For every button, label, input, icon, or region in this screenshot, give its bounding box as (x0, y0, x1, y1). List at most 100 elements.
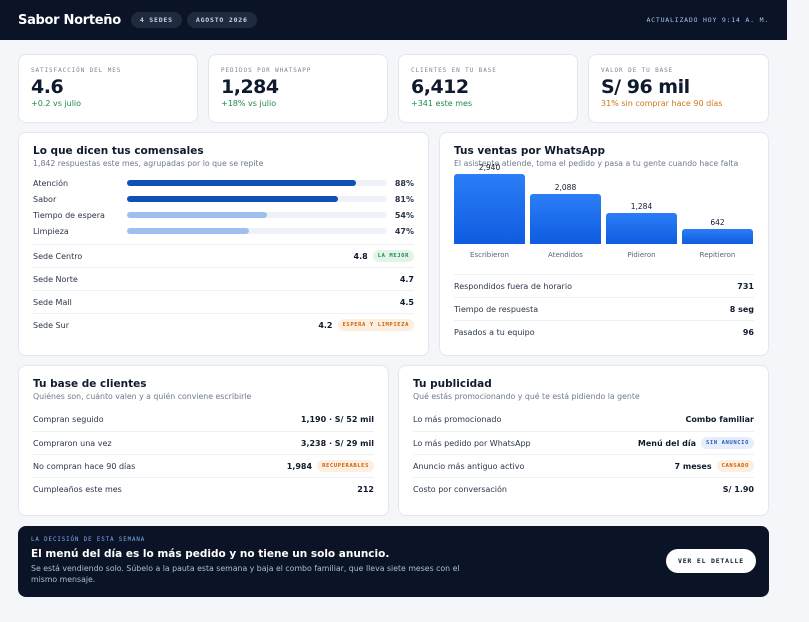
decision-banner: LA DECISIÓN DE ESTA SEMANA El menú del d… (18, 526, 769, 597)
kpi-delta: 31% sin comprar hace 90 días (601, 99, 723, 108)
kpi-card-satisfaccion: SATISFACCIÓN DEL MES 4.6 +0.2 vs julio (18, 54, 198, 123)
brand-name: Sabor Norteño (18, 12, 121, 28)
bar-track (127, 196, 387, 202)
bar-fill (127, 212, 268, 218)
card-subtitle: El asistente atiende, toma el pedido y p… (454, 159, 739, 168)
banner-headline: El menú del día es lo más pedido y no ti… (31, 548, 390, 560)
stat-label: Pasados a tu equipo (454, 327, 535, 337)
sede-score: 4.5 (399, 297, 414, 307)
sede-score: 4.2 (318, 320, 333, 330)
view-detail-button[interactable]: VER EL DETALLE (666, 549, 756, 573)
kpi-delta: +341 este mes (411, 99, 473, 108)
whatsapp-stats: Respondidos fuera de horario 731 Tiempo … (454, 274, 754, 343)
kpi-value: 6,412 (411, 76, 469, 98)
sede-list: Sede Centro 4.8 LA MEJOR Sede Norte 4.7 S… (33, 244, 414, 336)
ad-label: Lo más pedido por WhatsApp (413, 438, 531, 448)
ad-label: Lo más promocionado (413, 415, 502, 424)
stat-value: 96 (742, 327, 754, 337)
sede-row-sur[interactable]: Sede Sur 4.2 ESPERA Y LIMPIEZA (33, 313, 414, 336)
funnel-value-label: 642 (710, 217, 725, 227)
ad-row[interactable]: Lo más pedido por WhatsApp Menú del día S… (413, 431, 754, 454)
segment-row[interactable]: Compraron una vez 3,238 · S/ 29 mil (33, 431, 374, 454)
sede-row-centro[interactable]: Sede Centro 4.8 LA MEJOR (33, 244, 414, 267)
status-badge: SIN ANUNCIO (700, 437, 754, 449)
segment-label: No compran hace 90 días (33, 461, 136, 471)
status-badge: CANSADO (716, 460, 754, 472)
card-subtitle: 1,842 respuestas este mes, agrupadas por… (33, 159, 264, 168)
stat-value: 731 (737, 281, 754, 291)
sede-score: 4.7 (399, 274, 414, 284)
segment-label: Cumpleaños este mes (33, 484, 122, 494)
bar-percent: 81% (394, 194, 414, 204)
kpi-delta: +0.2 vs julio (31, 99, 82, 108)
stat-row: Pasados a tu equipo 96 (454, 320, 754, 343)
bar-label: Atención (33, 178, 69, 188)
feedback-bars: Atención 88% Sabor 81% Tiempo de espera … (33, 175, 414, 239)
funnel-category-label: Repitieron (699, 251, 736, 259)
stat-value: 8 seg (729, 304, 754, 314)
funnel-bar[interactable] (530, 194, 601, 244)
bar-percent: 47% (394, 226, 414, 236)
stat-row: Respondidos fuera de horario 731 (454, 274, 754, 297)
segment-value: 212 (357, 484, 374, 494)
segment-value: 1,190 · S/ 52 mil (300, 415, 374, 424)
status-badge: ESPERA Y LIMPIEZA (337, 319, 414, 331)
bar-label: Tiempo de espera (33, 210, 105, 220)
ad-row[interactable]: Anuncio más antiguo activo 7 meses CANSAD… (413, 454, 754, 477)
sede-row-norte[interactable]: Sede Norte 4.7 (33, 267, 414, 290)
kpi-value: 1,284 (221, 76, 279, 98)
feedback-bar-row: Sabor 81% (33, 191, 414, 207)
funnel-bar[interactable] (454, 174, 525, 244)
segment-label: Compran seguido (33, 415, 104, 424)
funnel-category-label: Atendidos (548, 251, 583, 259)
status-badge: LA MEJOR (372, 250, 414, 262)
period-pill[interactable]: AGOSTO 2026 (186, 12, 257, 28)
ad-value: Combo familiar (685, 415, 755, 424)
sede-row-mall[interactable]: Sede Mall 4.5 (33, 290, 414, 313)
banner-body: Se está vendiendo solo. Súbelo a la paut… (31, 564, 460, 584)
bar-fill (127, 228, 250, 234)
base-list: Compran seguido 1,190 · S/ 52 mil Compra… (33, 408, 374, 500)
comensales-card: Lo que dicen tus comensales 1,842 respue… (18, 132, 429, 356)
funnel-bar[interactable] (606, 213, 677, 244)
stat-label: Respondidos fuera de horario (454, 281, 572, 291)
card-title: Lo que dicen tus comensales (33, 145, 204, 157)
ad-value: S/ 1.90 (722, 484, 754, 494)
card-subtitle: Qué estás promocionando y qué te está pi… (413, 392, 640, 401)
ad-row[interactable]: Lo más promocionado Combo familiar (413, 408, 754, 431)
sede-name: Sede Centro (33, 251, 83, 261)
ad-value: Menú del día (637, 438, 696, 448)
ad-row[interactable]: Costo por conversación S/ 1.90 (413, 477, 754, 500)
ad-label: Costo por conversación (413, 484, 507, 494)
bar-percent: 54% (394, 210, 414, 220)
segment-value: 3,238 · S/ 29 mil (300, 438, 374, 448)
kpi-card-valor: VALOR DE TU BASE S/ 96 mil 31% sin compr… (588, 54, 769, 123)
bar-track (127, 180, 387, 186)
funnel-bar[interactable] (682, 228, 753, 244)
kpi-delta: +18% vs julio (221, 99, 277, 108)
sede-name: Sede Sur (33, 320, 69, 330)
sedes-pill[interactable]: 4 SEDES (130, 12, 182, 28)
bar-fill (127, 196, 338, 202)
segment-row[interactable]: Cumpleaños este mes 212 (33, 477, 374, 500)
base-card: Tu base de clientes Quiénes son, cuánto … (18, 365, 389, 516)
ads-list: Lo más promocionado Combo familiar Lo má… (413, 408, 754, 500)
funnel-category-label: Escribieron (470, 251, 509, 259)
card-subtitle: Quiénes son, cuánto valen y a quién conv… (33, 392, 252, 401)
segment-value: 1,984 (286, 461, 313, 471)
kpi-value: S/ 96 mil (601, 76, 690, 98)
banner-kicker: LA DECISIÓN DE ESTA SEMANA (31, 537, 146, 543)
card-title: Tu publicidad (413, 378, 492, 390)
card-title: Tu base de clientes (33, 378, 147, 390)
kpi-label: VALOR DE TU BASE (601, 67, 674, 74)
kpi-label: PEDIDOS POR WHATSAPP (221, 67, 312, 74)
bar-track (127, 228, 387, 234)
kpi-card-pedidos: PEDIDOS POR WHATSAPP 1,284 +18% vs julio (208, 54, 388, 123)
funnel-category-label: Pidieron (627, 251, 656, 259)
feedback-bar-row: Limpieza 47% (33, 223, 414, 239)
funnel-value-label: 1,284 (630, 202, 653, 212)
stat-row: Tiempo de respuesta 8 seg (454, 297, 754, 320)
bar-label: Sabor (33, 194, 57, 204)
segment-row[interactable]: No compran hace 90 días 1,984 RECUPERABLE… (33, 454, 374, 477)
segment-row[interactable]: Compran seguido 1,190 · S/ 52 mil (33, 408, 374, 431)
